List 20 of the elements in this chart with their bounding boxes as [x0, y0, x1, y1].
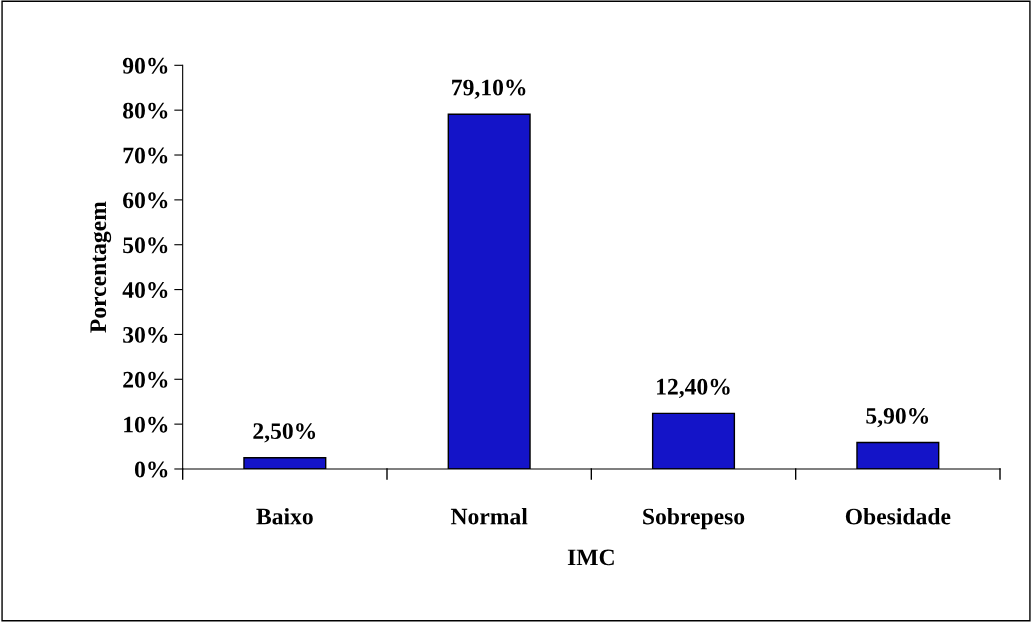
y-tick-label: 10%	[124, 416, 168, 433]
y-tick-label: 90%	[122, 57, 168, 74]
y-tick-label: 60%	[123, 192, 168, 209]
x-tick-label: Normal	[450, 507, 528, 525]
y-tick-label: 30%	[123, 326, 168, 343]
y-axis-title: Porcentagem	[90, 201, 112, 333]
data-label: 5,90%	[866, 407, 929, 428]
x-tick-label: Obesidade	[845, 507, 951, 525]
data-label: 12,40%	[657, 378, 730, 399]
y-tick-label: 40%	[122, 282, 168, 299]
y-tick-label: 20%	[123, 371, 168, 388]
data-label: 79,10%	[452, 79, 526, 99]
data-label: 2,50%	[253, 423, 316, 443]
x-axis-title: IMC	[567, 549, 614, 566]
x-tick-label: Baixo	[256, 507, 313, 525]
y-tick-label: 0%	[134, 461, 168, 478]
y-tick-label: 50%	[123, 237, 168, 254]
y-tick-label: 70%	[123, 147, 168, 164]
x-tick-label: Sobrepeso	[643, 507, 745, 530]
y-tick-label: 80%	[123, 102, 168, 119]
